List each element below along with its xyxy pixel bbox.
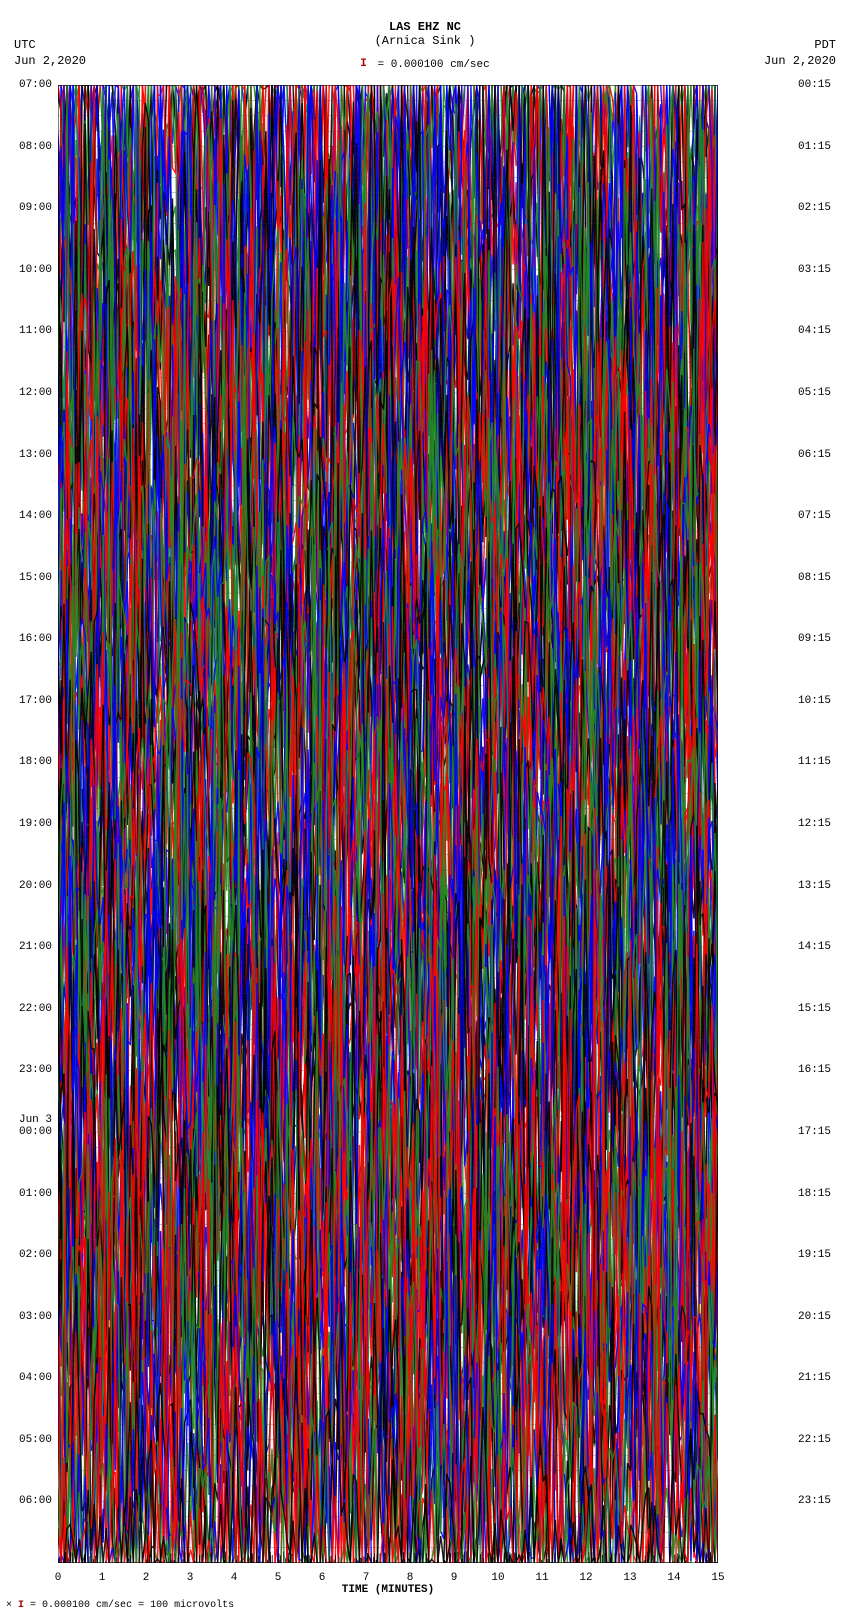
- x-tick: 15: [711, 1572, 724, 1584]
- station-code: LAS EHZ NC: [0, 20, 850, 34]
- x-tick: 13: [623, 1572, 636, 1584]
- time-label: 04:00: [19, 1372, 52, 1384]
- time-label: 08:15: [798, 572, 831, 584]
- time-label: 00:00: [19, 1126, 52, 1138]
- helicorder-plot: [58, 85, 718, 1563]
- footer-text: = 0.000100 cm/sec = 100 microvolts: [30, 1600, 234, 1611]
- chart-header: LAS EHZ NC (Arnica Sink ): [0, 20, 850, 48]
- scale-label: = 0.000100 cm/sec: [378, 59, 490, 71]
- time-label: 09:15: [798, 633, 831, 645]
- x-tick: 7: [363, 1572, 370, 1584]
- time-label: 09:00: [19, 202, 52, 214]
- x-tick: 10: [491, 1572, 504, 1584]
- x-tick: 9: [451, 1572, 458, 1584]
- scale-legend: I = 0.000100 cm/sec: [0, 58, 850, 71]
- time-label: 15:15: [798, 1003, 831, 1015]
- time-label: 14:15: [798, 941, 831, 953]
- x-tick: 4: [231, 1572, 238, 1584]
- tz-left-label: UTC: [14, 38, 86, 54]
- time-label: 08:00: [19, 141, 52, 153]
- tz-right: PDT Jun 2,2020: [764, 38, 836, 69]
- tz-right-label: PDT: [764, 38, 836, 54]
- station-location: (Arnica Sink ): [0, 34, 850, 48]
- tz-left: UTC Jun 2,2020: [14, 38, 86, 69]
- time-label: 22:15: [798, 1434, 831, 1446]
- time-label: 21:00: [19, 941, 52, 953]
- x-tick: 1: [99, 1572, 106, 1584]
- time-label: 04:15: [798, 325, 831, 337]
- time-label: 07:00: [19, 79, 52, 91]
- footer-scale: × I = 0.000100 cm/sec = 100 microvolts: [6, 1600, 234, 1611]
- time-label: 05:00: [19, 1434, 52, 1446]
- time-label: 13:00: [19, 449, 52, 461]
- time-label: 19:15: [798, 1249, 831, 1261]
- time-label: 16:15: [798, 1064, 831, 1076]
- time-label: 13:15: [798, 880, 831, 892]
- time-label: 14:00: [19, 510, 52, 522]
- time-label: 03:00: [19, 1311, 52, 1323]
- x-tick: 12: [579, 1572, 592, 1584]
- time-label: 23:15: [798, 1495, 831, 1507]
- time-label: 16:00: [19, 633, 52, 645]
- time-label: 02:00: [19, 1249, 52, 1261]
- x-tick: 11: [535, 1572, 548, 1584]
- time-label: 20:15: [798, 1311, 831, 1323]
- tz-left-date: Jun 2,2020: [14, 54, 86, 70]
- time-label: Jun 3: [19, 1114, 52, 1126]
- time-label: 12:15: [798, 818, 831, 830]
- time-label: 22:00: [19, 1003, 52, 1015]
- time-label: 10:00: [19, 264, 52, 276]
- time-label: 15:00: [19, 572, 52, 584]
- time-label: 06:15: [798, 449, 831, 461]
- time-label: 12:00: [19, 387, 52, 399]
- time-label: 21:15: [798, 1372, 831, 1384]
- time-label: 18:15: [798, 1188, 831, 1200]
- scale-bar-icon: I: [360, 58, 367, 70]
- time-label: 11:00: [19, 325, 52, 337]
- x-tick: 8: [407, 1572, 414, 1584]
- x-axis-label: TIME (MINUTES): [58, 1584, 718, 1596]
- left-time-axis: 07:0008:0009:0010:0011:0012:0013:0014:00…: [0, 85, 56, 1563]
- time-label: 17:00: [19, 695, 52, 707]
- time-label: 10:15: [798, 695, 831, 707]
- time-label: 23:00: [19, 1064, 52, 1076]
- x-tick: 14: [667, 1572, 680, 1584]
- right-time-axis: 00:1501:1502:1503:1504:1505:1506:1507:15…: [794, 85, 850, 1563]
- x-tick: 3: [187, 1572, 194, 1584]
- time-label: 18:00: [19, 756, 52, 768]
- time-label: 06:00: [19, 1495, 52, 1507]
- x-axis: TIME (MINUTES) 0123456789101112131415: [58, 1564, 718, 1600]
- x-tick: 5: [275, 1572, 282, 1584]
- time-label: 19:00: [19, 818, 52, 830]
- time-label: 00:15: [798, 79, 831, 91]
- helicorder-svg: [58, 85, 718, 1563]
- x-tick: 6: [319, 1572, 326, 1584]
- time-label: 20:00: [19, 880, 52, 892]
- time-label: 01:15: [798, 141, 831, 153]
- time-label: 17:15: [798, 1126, 831, 1138]
- x-tick: 0: [55, 1572, 62, 1584]
- time-label: 07:15: [798, 510, 831, 522]
- time-label: 01:00: [19, 1188, 52, 1200]
- scale-bar-icon: I: [18, 1600, 24, 1611]
- time-label: 03:15: [798, 264, 831, 276]
- time-label: 11:15: [798, 756, 831, 768]
- time-label: 05:15: [798, 387, 831, 399]
- tz-right-date: Jun 2,2020: [764, 54, 836, 70]
- x-tick: 2: [143, 1572, 150, 1584]
- footer-star: ×: [6, 1600, 18, 1611]
- time-label: 02:15: [798, 202, 831, 214]
